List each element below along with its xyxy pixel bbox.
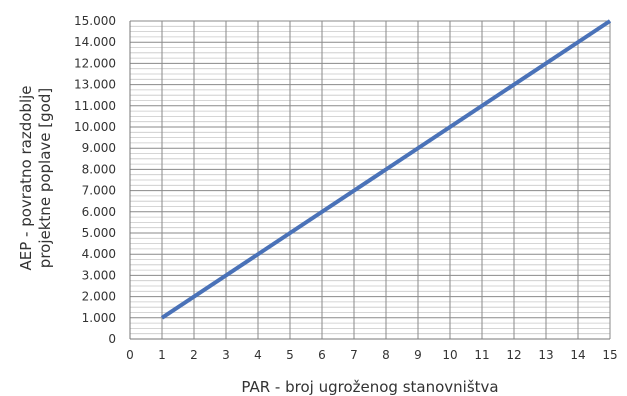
x-tick-label: 7 <box>350 348 358 362</box>
x-tick-label: 15 <box>602 348 617 362</box>
y-tick-label: 2.000 <box>82 290 116 304</box>
y-tick-label: 12.000 <box>74 56 116 70</box>
y-tick-label: 9.000 <box>82 141 116 155</box>
y-tick-label: 6.000 <box>82 205 116 219</box>
x-tick-labels: 0 1 2 3 4 5 6 7 8 9 10 11 12 13 14 15 <box>126 348 617 362</box>
y-tick-label: 3.000 <box>82 268 116 282</box>
x-tick-label: 2 <box>190 348 198 362</box>
x-tick-label: 3 <box>222 348 230 362</box>
y-tick-label: 11.000 <box>74 99 116 113</box>
x-tick-label: 5 <box>286 348 294 362</box>
y-axis-title-line-1: AEP - povratno razdoblje <box>17 85 35 270</box>
x-tick-label: 0 <box>126 348 134 362</box>
x-tick-label: 8 <box>382 348 390 362</box>
x-tick-label: 6 <box>318 348 326 362</box>
x-tick-label: 14 <box>570 348 585 362</box>
series-group <box>160 19 612 320</box>
y-tick-label: 8.000 <box>82 162 116 176</box>
y-tick-label: 14.000 <box>74 35 116 49</box>
x-axis-title: PAR - broj ugroženog stanovništva <box>241 378 498 396</box>
y-tick-label: 1.000 <box>82 311 116 325</box>
x-tick-label: 4 <box>254 348 262 362</box>
y-tick-labels: 0 1.000 2.000 3.000 4.000 5.000 6.000 7.000 8.00… <box>74 14 116 346</box>
x-tick-label: 13 <box>538 348 553 362</box>
axes <box>129 21 610 340</box>
x-tick-label: 11 <box>474 348 489 362</box>
y-tick-label: 5.000 <box>82 226 116 240</box>
x-tick-label: 12 <box>506 348 521 362</box>
y-tick-label: 0 <box>108 332 116 346</box>
y-tick-label: 15.000 <box>74 14 116 28</box>
y-tick-label: 7.000 <box>82 184 116 198</box>
x-tick-label: 9 <box>414 348 422 362</box>
x-tick-label: 1 <box>158 348 166 362</box>
series-line <box>160 19 612 320</box>
y-tick-label: 13.000 <box>74 78 116 92</box>
x-tick-label: 10 <box>442 348 457 362</box>
y-tick-label: 10.000 <box>74 120 116 134</box>
y-axis-title-line-2: projektne poplave [god] <box>36 88 54 268</box>
y-tick-label: 4.000 <box>82 247 116 261</box>
